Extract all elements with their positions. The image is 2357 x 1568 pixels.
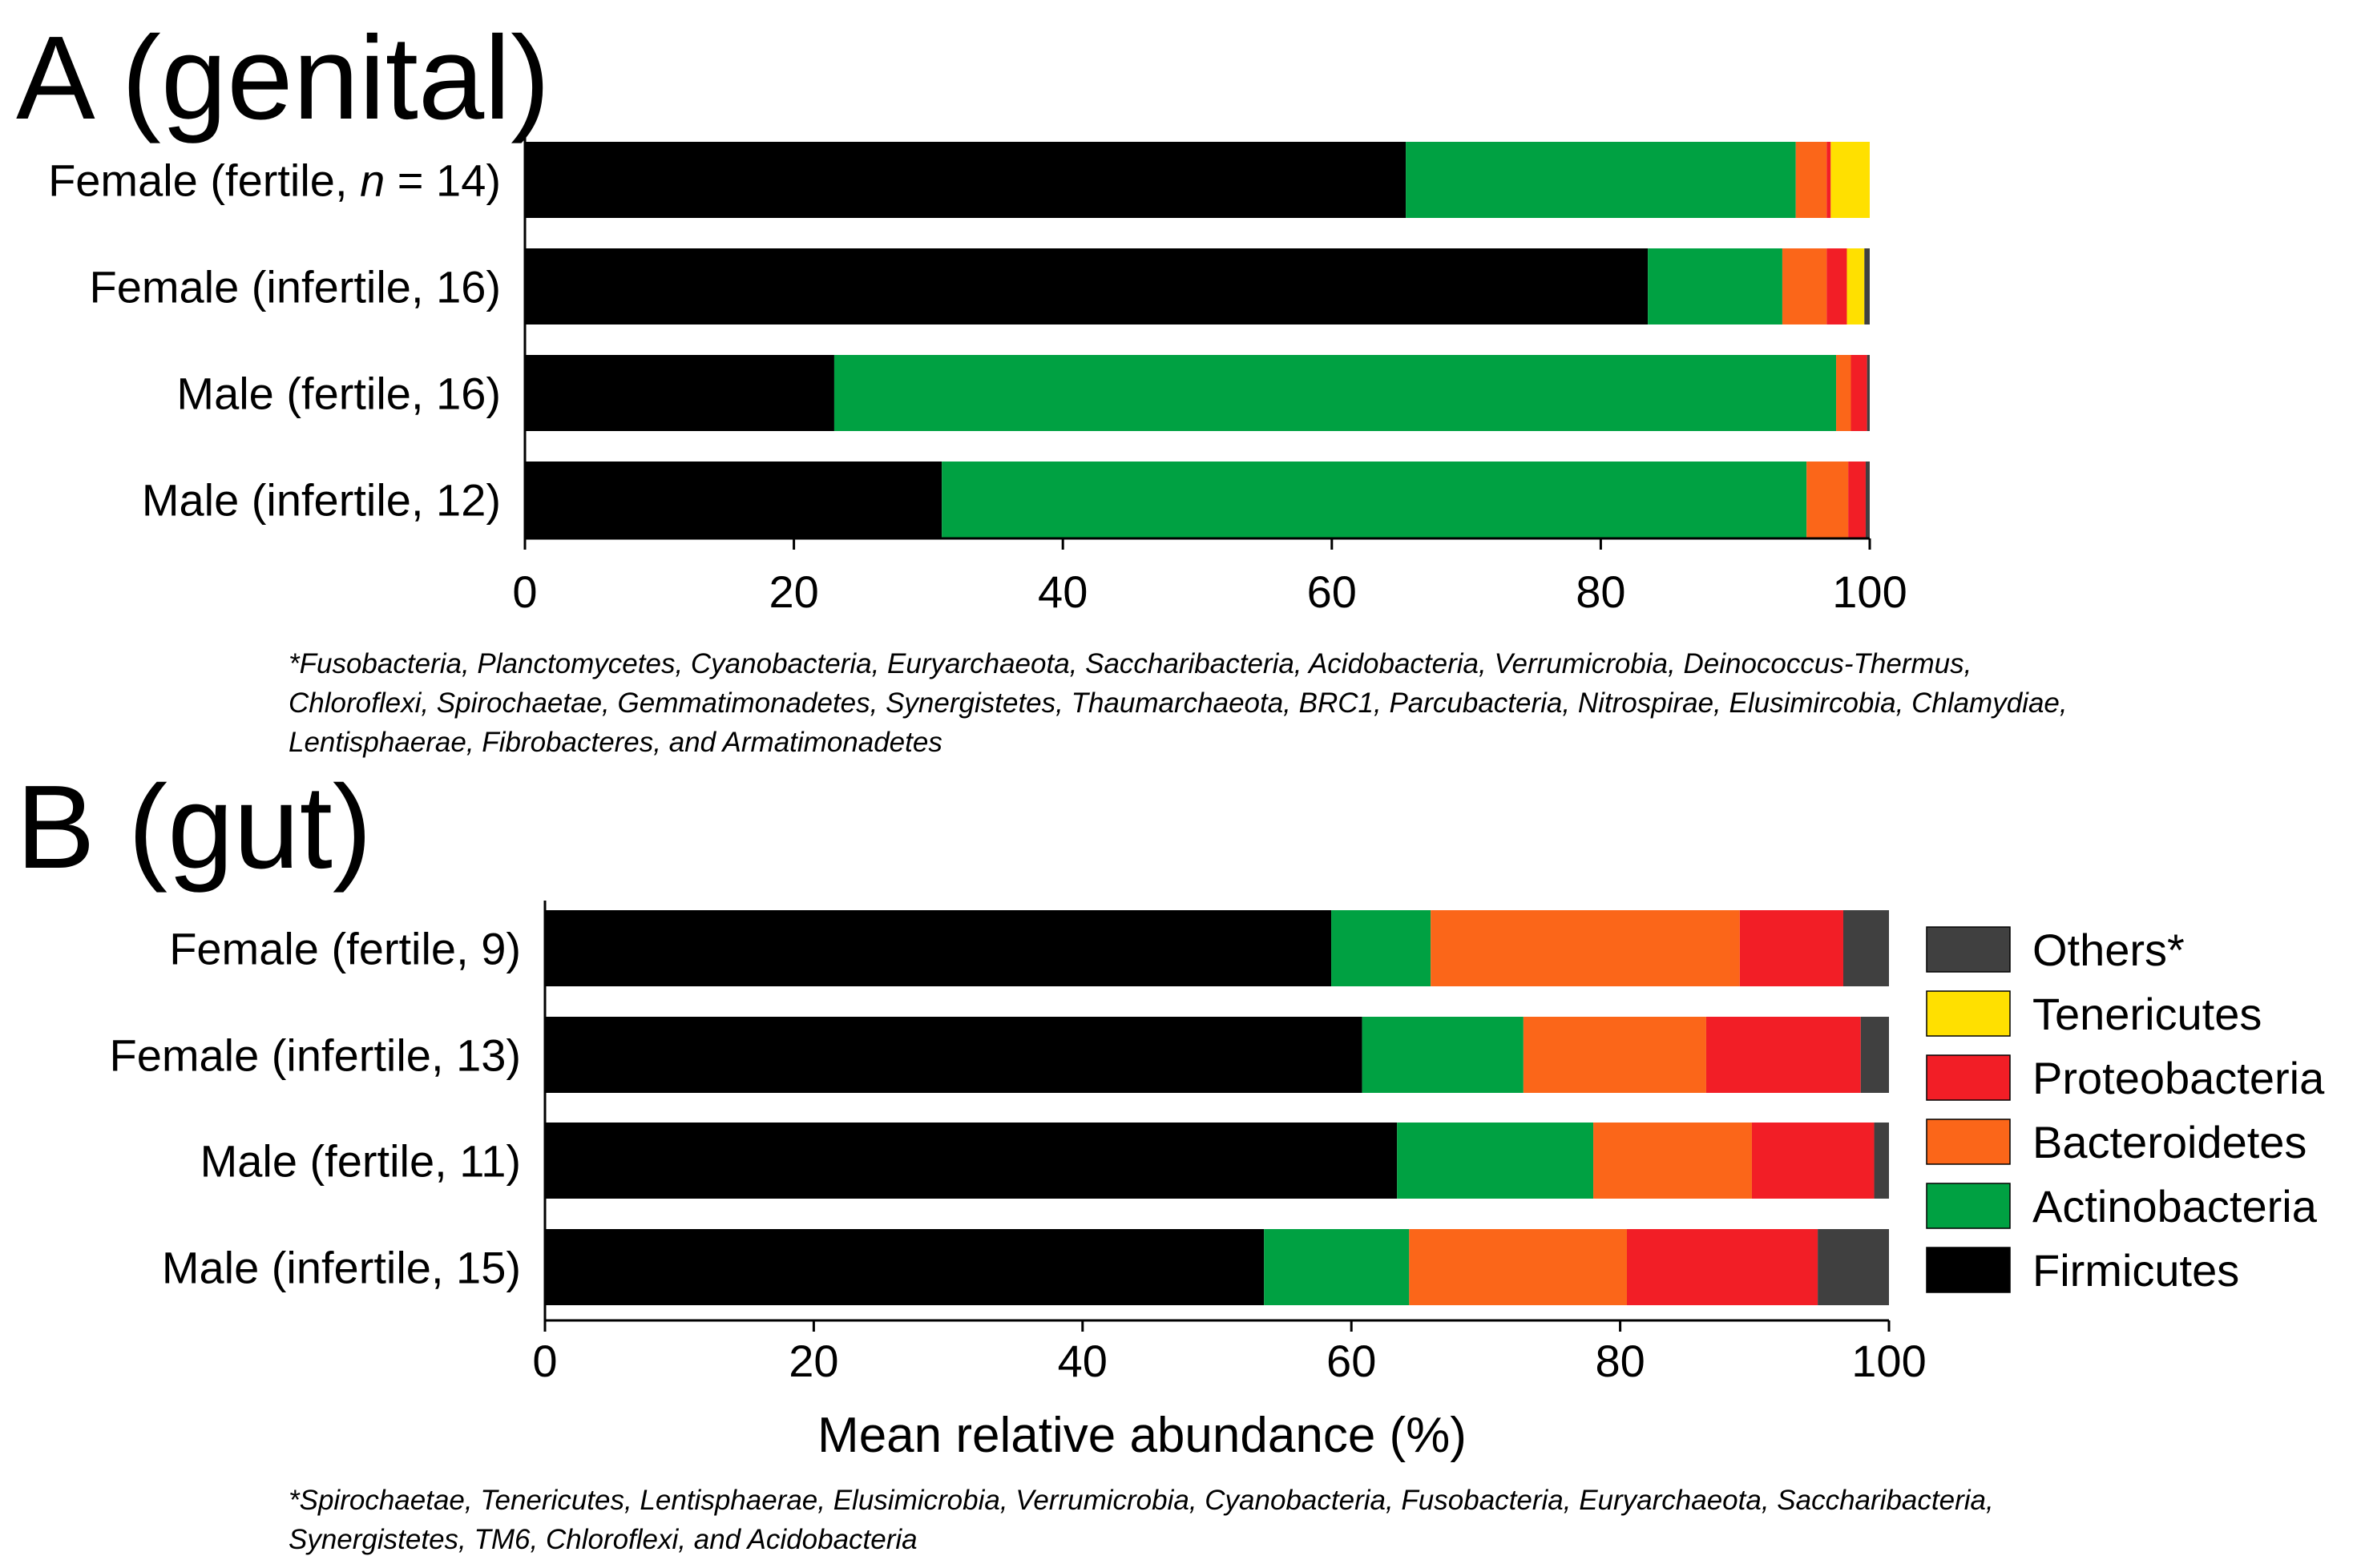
gut-footnote-line: *Spirochaetae, Tenericutes, Lentisphaera… bbox=[289, 1485, 1994, 1516]
bar-segment-bacteroidetes bbox=[1806, 462, 1849, 538]
gut-footnote-line: Synergistetes, TM6, Chloroflexi, and Aci… bbox=[289, 1524, 918, 1555]
bar-segment-others bbox=[1818, 1229, 1889, 1305]
legend-swatch-tenericutes bbox=[1926, 990, 2011, 1037]
legend-label-bacteroidetes: Bacteroidetes bbox=[2032, 1117, 2307, 1167]
bar-segment-bacteroidetes bbox=[1836, 355, 1851, 431]
bar-segment-tenericutes bbox=[1830, 142, 1870, 218]
legend-label-proteobacteria: Proteobacteria bbox=[2032, 1053, 2325, 1103]
x-tick-label: 100 bbox=[1832, 566, 1907, 617]
bar-segment-firmicutes bbox=[525, 355, 834, 431]
x-tick-label: 60 bbox=[1307, 566, 1357, 617]
genital-category-labels: Female (fertile, n = 14) Female (infertil… bbox=[48, 155, 501, 526]
legend-label-others: Others* bbox=[2032, 925, 2185, 975]
genital-footnote-line: *Fusobacteria, Planctomycetes, Cyanobact… bbox=[289, 648, 1972, 679]
bar-segment-others bbox=[1867, 355, 1870, 431]
bar-segment-others bbox=[1865, 462, 1870, 538]
bar-segment-others bbox=[1864, 248, 1870, 324]
bar-segment-proteobacteria bbox=[1739, 910, 1843, 986]
category-label: Female (fertile, 9) bbox=[169, 924, 521, 974]
x-tick-label: 80 bbox=[1595, 1336, 1645, 1386]
gut-footnote: *Spirochaetae, Tenericutes, Lentisphaera… bbox=[289, 1485, 2001, 1555]
bar-segment-actinobacteria bbox=[942, 462, 1807, 538]
bar-segment-proteobacteria bbox=[1751, 1123, 1875, 1199]
panel-gut: B (gut) Female (fertile, 9) Female (infer… bbox=[16, 761, 2001, 1555]
bar-segment-others bbox=[1874, 1123, 1889, 1199]
x-tick-label: 0 bbox=[532, 1336, 557, 1386]
panel-title-gut: B (gut) bbox=[16, 761, 372, 893]
x-tick-label: 60 bbox=[1326, 1336, 1376, 1386]
bar-segment-proteobacteria bbox=[1848, 462, 1866, 538]
bar-segment-bacteroidetes bbox=[1431, 910, 1740, 986]
legend: Others* Tenericutes Proteobacteria Bacteroi… bbox=[1926, 925, 2325, 1296]
legend-label-actinobacteria: Actinobacteria bbox=[2032, 1181, 2318, 1231]
bar-segment-bacteroidetes bbox=[1593, 1123, 1752, 1199]
legend-swatch-actinobacteria bbox=[1926, 1183, 2011, 1229]
legend-swatch-bacteroidetes bbox=[1926, 1119, 2011, 1165]
bar-segment-actinobacteria bbox=[1362, 1017, 1524, 1093]
legend-label-firmicutes: Firmicutes bbox=[2032, 1245, 2239, 1296]
genital-footnote: *Fusobacteria, Planctomycetes, Cyanobact… bbox=[289, 648, 2075, 758]
bar-segment-actinobacteria bbox=[1406, 142, 1796, 218]
genital-bars bbox=[525, 142, 1870, 538]
legend-label-tenericutes: Tenericutes bbox=[2032, 989, 2262, 1039]
bar-segment-tenericutes bbox=[1846, 248, 1865, 324]
bar-segment-bacteroidetes bbox=[1795, 142, 1827, 218]
bar-segment-actinobacteria bbox=[1264, 1229, 1410, 1305]
category-label: Male (infertile, 15) bbox=[162, 1243, 521, 1293]
gut-bars bbox=[545, 910, 1889, 1305]
bar-segment-firmicutes bbox=[525, 462, 942, 538]
bar-segment-firmicutes bbox=[525, 248, 1649, 324]
genital-footnote-line: Chloroflexi, Spirochaetae, Gemmatimonade… bbox=[289, 687, 2068, 719]
bar-segment-actinobacteria bbox=[1331, 910, 1431, 986]
x-tick-label: 100 bbox=[1851, 1336, 1926, 1386]
legend-swatch-others bbox=[1926, 926, 2011, 973]
bar-segment-others bbox=[1860, 1017, 1889, 1093]
bar-segment-actinobacteria bbox=[833, 355, 1837, 431]
category-label: Female (infertile, 13) bbox=[109, 1030, 521, 1081]
x-tick-label: 0 bbox=[512, 566, 537, 617]
bar-segment-firmicutes bbox=[525, 142, 1407, 218]
x-tick-label: 40 bbox=[1058, 1336, 1108, 1386]
bar-segment-firmicutes bbox=[545, 910, 1332, 986]
genital-x-axis: 0 20 40 60 80 100 bbox=[512, 132, 1907, 617]
bar-segment-actinobacteria bbox=[1397, 1123, 1594, 1199]
bar-segment-proteobacteria bbox=[1826, 142, 1831, 218]
bar-segment-firmicutes bbox=[545, 1123, 1398, 1199]
x-tick-label: 20 bbox=[789, 1336, 838, 1386]
bar-segment-proteobacteria bbox=[1826, 248, 1847, 324]
bar-segment-bacteroidetes bbox=[1782, 248, 1827, 324]
bar-segment-firmicutes bbox=[545, 1017, 1362, 1093]
bar-segment-bacteroidetes bbox=[1409, 1229, 1627, 1305]
category-label: Male (fertile, 16) bbox=[176, 369, 501, 419]
x-tick-label: 40 bbox=[1038, 566, 1088, 617]
panel-genital: A (genital) Female (fertile, n = 14)Fema… bbox=[16, 12, 2075, 758]
x-axis-title: Mean relative abundance (%) bbox=[817, 1408, 1467, 1463]
legend-swatch-firmicutes bbox=[1926, 1247, 2011, 1293]
bar-segment-proteobacteria bbox=[1705, 1017, 1861, 1093]
x-tick-label: 80 bbox=[1576, 566, 1625, 617]
category-label: Male (infertile, 12) bbox=[142, 475, 501, 526]
bar-segment-others bbox=[1842, 910, 1889, 986]
genital-footnote-line: Lentisphaerae, Fibrobacteres, and Armati… bbox=[289, 727, 942, 758]
bar-segment-proteobacteria bbox=[1850, 355, 1867, 431]
x-tick-label: 20 bbox=[769, 566, 818, 617]
bar-segment-actinobacteria bbox=[1648, 248, 1782, 324]
panel-title-genital: A (genital) bbox=[16, 12, 550, 144]
legend-swatch-proteobacteria bbox=[1926, 1054, 2011, 1101]
bar-segment-bacteroidetes bbox=[1523, 1017, 1706, 1093]
bar-segment-firmicutes bbox=[545, 1229, 1265, 1305]
category-label: Female (infertile, 16) bbox=[89, 262, 501, 312]
gut-category-labels: Female (fertile, 9) Female (infertile, 13… bbox=[109, 924, 521, 1293]
category-label: Female (fertile, n = 14) bbox=[48, 155, 501, 206]
bar-segment-proteobacteria bbox=[1626, 1229, 1818, 1305]
gut-x-axis: 0 20 40 60 80 100 bbox=[532, 901, 1927, 1386]
category-label: Male (fertile, 11) bbox=[200, 1136, 521, 1187]
